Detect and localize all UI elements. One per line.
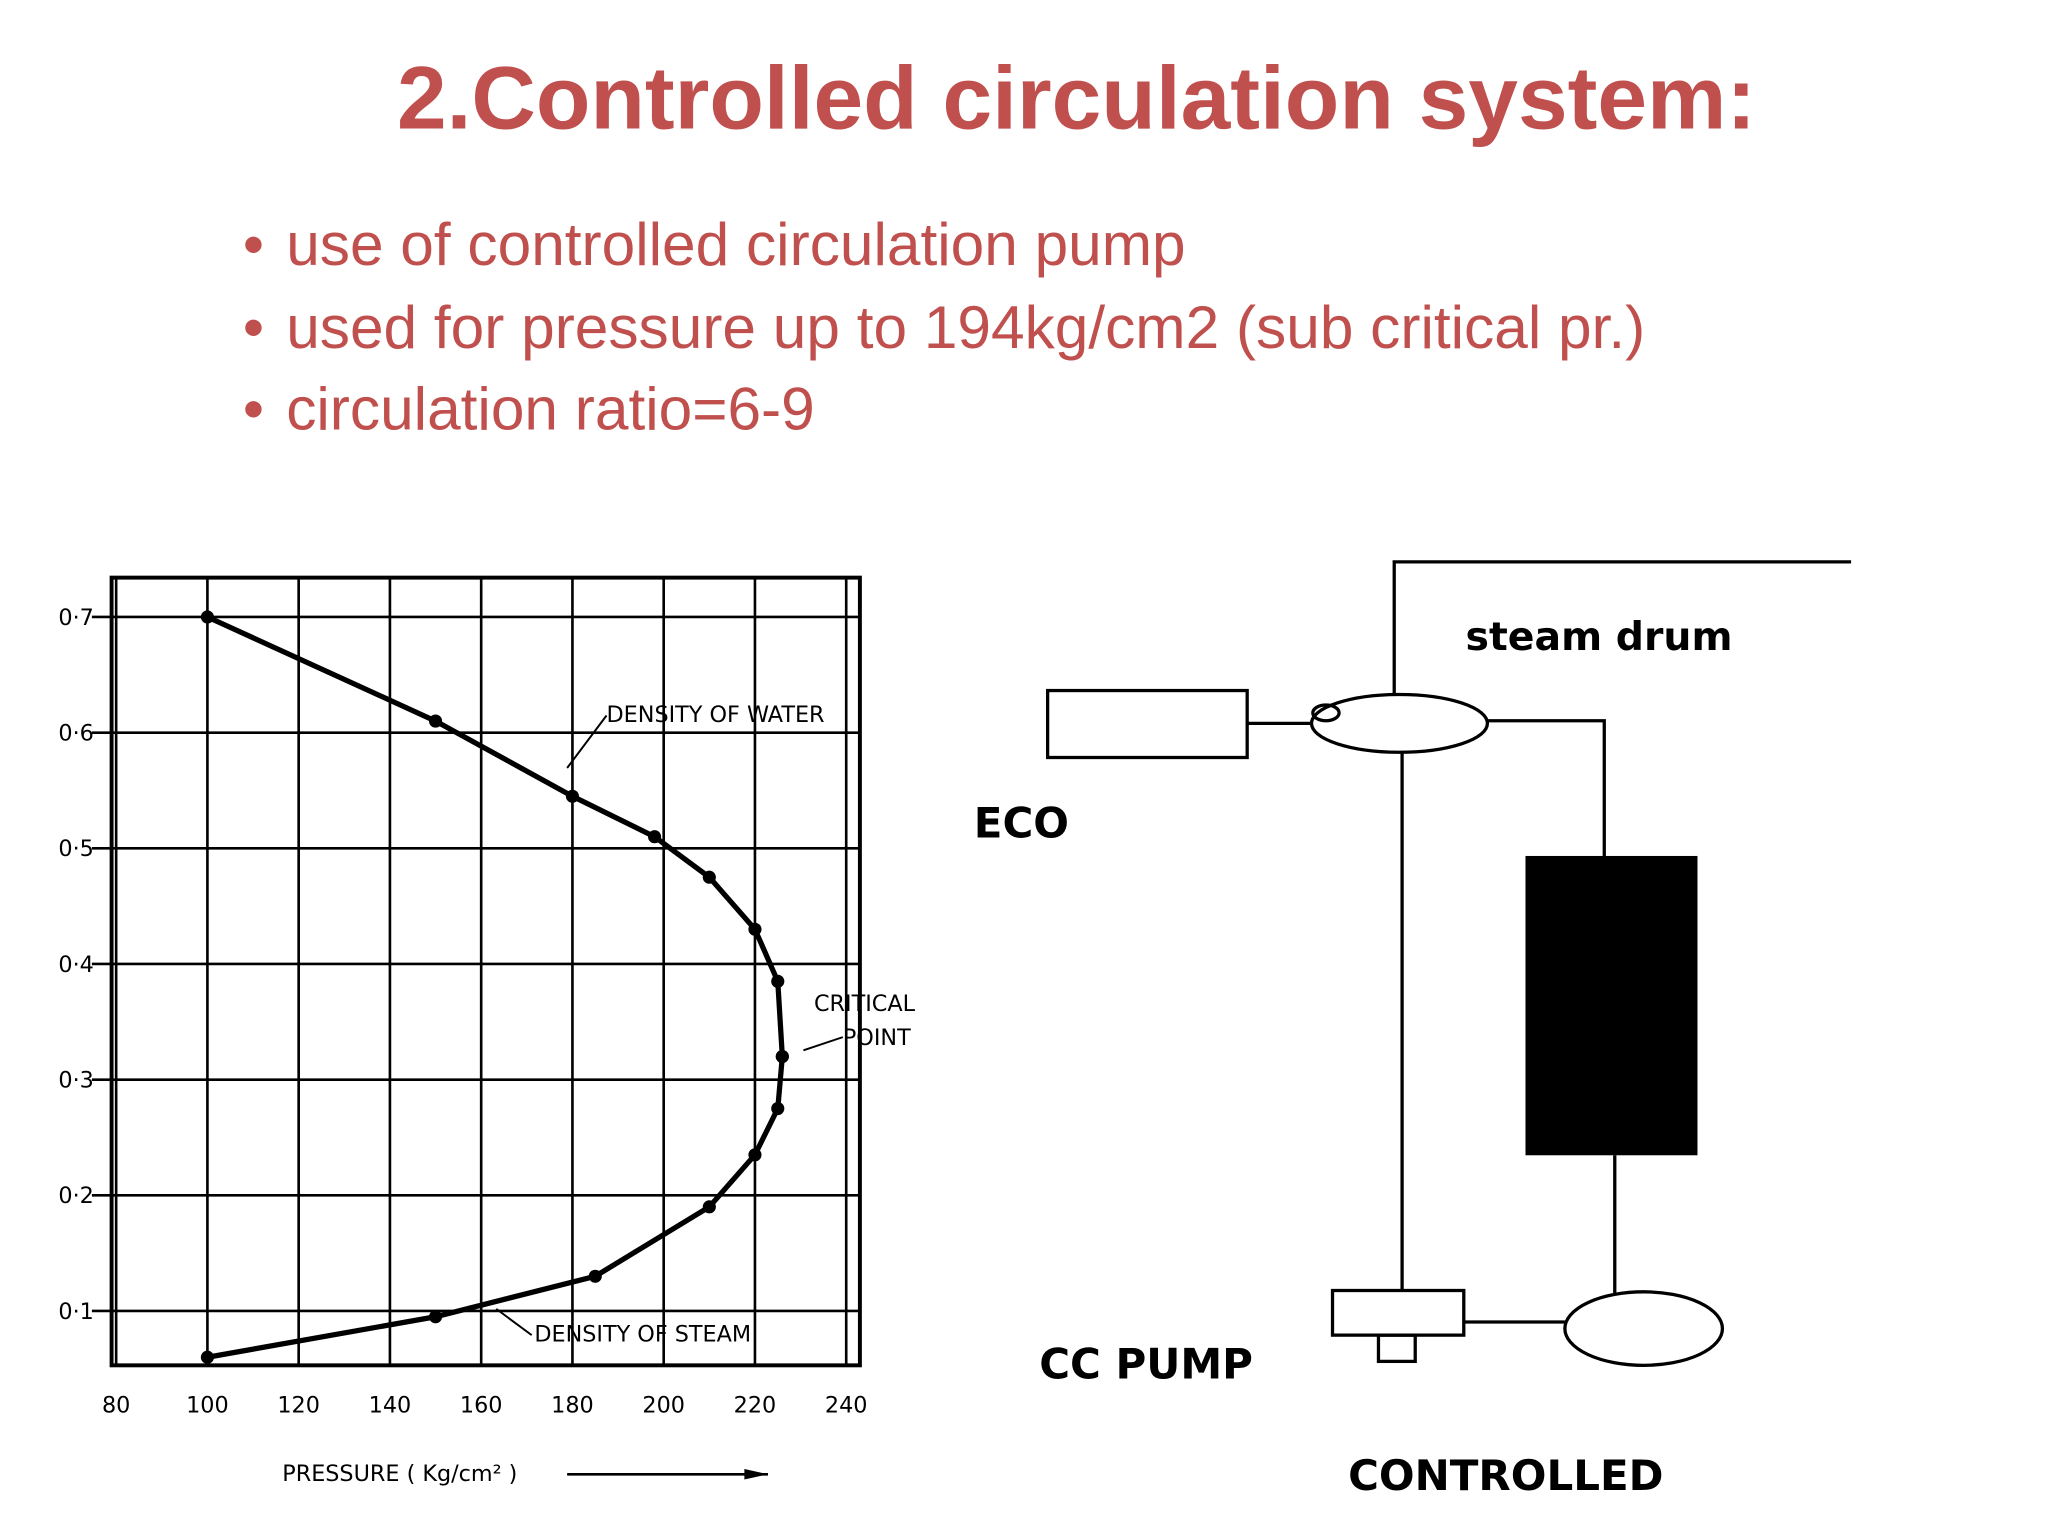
- diagram-label: steam drum: [1466, 614, 1733, 660]
- data-point: [775, 1049, 789, 1064]
- bullet: use of controlled circulation pump: [286, 210, 1185, 278]
- y-tick-label: 0·4: [58, 952, 93, 978]
- header: [1563, 1290, 1725, 1367]
- x-tick-label: 180: [551, 1393, 594, 1419]
- slide-title: 2.Controlled circulation system:: [397, 48, 1756, 148]
- cc-pump: [1330, 1288, 1466, 1337]
- x-tick-label: 100: [186, 1393, 229, 1419]
- x-tick-label: 120: [277, 1393, 320, 1419]
- data-point: [702, 1200, 716, 1214]
- economizer: [1045, 688, 1249, 760]
- pipe: [1487, 719, 1606, 856]
- bullet: circulation ratio=6-9: [286, 374, 815, 442]
- circulation-diagram: steam drum ECO CC PUMP CONTROLLED: [974, 560, 1852, 1500]
- data-point: [748, 922, 762, 936]
- bullet-dot: •: [243, 293, 264, 361]
- series-annotation: DENSITY OF STEAM: [534, 1322, 751, 1348]
- data-point: [200, 1350, 214, 1364]
- data-point: [748, 1148, 762, 1162]
- diagram-label: CONTROLLED: [1348, 1451, 1663, 1500]
- annotation: POINT: [843, 1025, 911, 1051]
- data-point: [428, 1310, 443, 1324]
- bullet-dot: •: [243, 374, 264, 442]
- leader: [495, 1308, 533, 1336]
- y-tick-label: 0·1: [58, 1299, 93, 1325]
- data-point: [565, 789, 580, 803]
- annotation: CRITICAL: [814, 991, 916, 1017]
- x-tick-label: 140: [369, 1393, 412, 1419]
- data-point: [200, 610, 214, 624]
- x-tick-label: 220: [734, 1393, 777, 1419]
- diagram-label: CC PUMP: [1039, 1339, 1253, 1388]
- drum-inlet: [1311, 703, 1341, 723]
- y-tick-label: 0·5: [58, 836, 93, 862]
- arrowhead: [744, 1469, 768, 1480]
- bullet: used for pressure up to 194kg/cm2 (sub c…: [286, 293, 1645, 361]
- y-tick-label: 0·2: [58, 1183, 93, 1209]
- data-point: [428, 714, 443, 728]
- pipe: [1392, 560, 1852, 696]
- plot-frame: [109, 575, 862, 1368]
- data-point: [771, 974, 785, 988]
- steam-drum: [1309, 692, 1490, 754]
- curve: [206, 614, 785, 1057]
- y-tick-label: 0·7: [58, 605, 93, 631]
- data-point: [702, 870, 716, 884]
- x-tick-label: 80: [102, 1393, 130, 1419]
- diagram-label: ECO: [974, 799, 1069, 848]
- furnace: [1525, 855, 1698, 1156]
- bullet-dot: •: [243, 210, 264, 278]
- x-tick-label: 160: [460, 1393, 503, 1419]
- series-annotation: DENSITY OF WATER: [607, 702, 825, 728]
- data-point: [648, 830, 662, 844]
- density-chart: PRESSURE ( Kg/cm² ) CRITICAL POINT DENSI…: [58, 575, 916, 1487]
- x-tick-label: 200: [642, 1393, 685, 1419]
- y-tick-label: 0·3: [58, 1068, 93, 1094]
- x-axis-label: PRESSURE ( Kg/cm² ): [282, 1461, 517, 1487]
- data-point: [588, 1269, 602, 1283]
- data-point: [771, 1101, 785, 1116]
- leader: [803, 1036, 844, 1052]
- y-tick-label: 0·6: [58, 721, 93, 747]
- x-tick-label: 240: [825, 1393, 868, 1419]
- bullets: • use of controlled circulation pump • u…: [243, 210, 1645, 442]
- pump-motor: [1376, 1333, 1417, 1364]
